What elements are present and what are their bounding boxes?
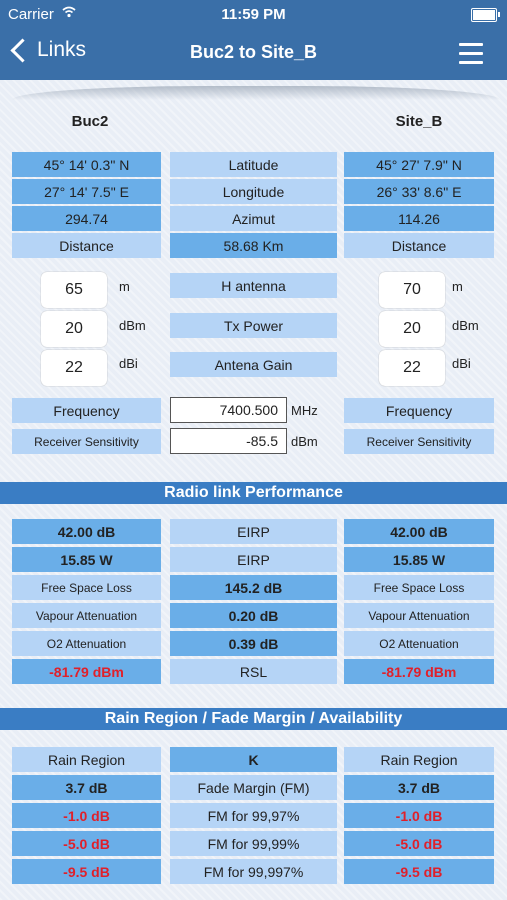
wifi-icon <box>62 6 76 18</box>
frequency-input[interactable]: 7400.500 <box>170 397 287 423</box>
eirp-db-label: EIRP <box>170 519 337 544</box>
left-distance-label: Distance <box>12 233 161 258</box>
longitude-label: Longitude <box>170 179 337 204</box>
right-free-space-loss-label: Free Space Loss <box>344 575 494 600</box>
left-o2-attenuation-label: O2 Attenuation <box>12 631 161 656</box>
right-fm-9997-value: -1.0 dB <box>344 803 494 828</box>
right-o2-attenuation-label: O2 Attenuation <box>344 631 494 656</box>
left-fm-9997-value: -1.0 dB <box>12 803 161 828</box>
fm-9997-label: FM for 99,97% <box>170 803 337 828</box>
left-tx-power-input[interactable]: 20 <box>41 311 107 347</box>
clock: 11:59 PM <box>221 6 286 23</box>
page-title: Buc2 to Site_B <box>189 42 318 62</box>
back-button[interactable]: Links <box>10 37 87 63</box>
o2-attenuation-value: 0.39 dB <box>170 631 337 656</box>
h-antenna-label: H antenna <box>170 273 337 298</box>
nav-bar: Buc2 to Site_B Links <box>0 28 507 80</box>
left-rain-region-label[interactable]: Rain Region <box>12 747 161 772</box>
right-vapour-attenuation-label: Vapour Attenuation <box>344 603 494 628</box>
eirp-w-label: EIRP <box>170 547 337 572</box>
right-frequency-label: Frequency <box>344 398 494 423</box>
right-longitude[interactable]: 26° 33' 8.6" E <box>344 179 494 204</box>
left-latitude[interactable]: 45° 14' 0.3" N <box>12 152 161 177</box>
fm-9999-label: FM for 99,99% <box>170 831 337 856</box>
receiver-sensitivity-unit: dBm <box>291 434 318 449</box>
right-tx-power-unit: dBm <box>452 318 479 333</box>
azimut-label: Azimut <box>170 206 337 231</box>
right-tx-power-input[interactable]: 20 <box>379 311 445 347</box>
frequency-unit: MHz <box>291 403 318 418</box>
right-antenna-gain-input[interactable]: 22 <box>379 350 445 386</box>
right-eirp-db: 42.00 dB <box>344 519 494 544</box>
back-label: Links <box>37 38 87 61</box>
k-value: K <box>170 747 337 772</box>
header-shadow <box>12 86 500 100</box>
left-vapour-attenuation-label: Vapour Attenuation <box>12 603 161 628</box>
left-free-space-loss-label: Free Space Loss <box>12 575 161 600</box>
left-antenna-gain-unit: dBi <box>119 356 138 371</box>
fm-99997-label: FM for 99,997% <box>170 859 337 884</box>
receiver-sensitivity-input[interactable]: -85.5 <box>170 428 287 454</box>
left-antenna-gain-input[interactable]: 22 <box>41 350 107 386</box>
right-h-antenna-input[interactable]: 70 <box>379 272 445 308</box>
site-left-name: Buc2 <box>71 113 109 130</box>
tx-power-label: Tx Power <box>170 313 337 338</box>
vapour-attenuation-value: 0.20 dB <box>170 603 337 628</box>
site-right-name: Site_B <box>395 113 443 130</box>
left-azimut: 294.74 <box>12 206 161 231</box>
rsl-label: RSL <box>170 659 337 684</box>
menu-icon[interactable] <box>459 43 483 70</box>
left-fm-99997-value: -9.5 dB <box>12 859 161 884</box>
left-h-antenna-input[interactable]: 65 <box>41 272 107 308</box>
radio-link-performance-header: Radio link Performance <box>0 482 507 504</box>
fade-margin-label: Fade Margin (FM) <box>170 775 337 800</box>
left-h-antenna-unit: m <box>119 279 130 294</box>
antenna-gain-label: Antena Gain <box>170 352 337 377</box>
right-rsl-value: -81.79 dBm <box>344 659 494 684</box>
right-fm-9999-value: -5.0 dB <box>344 831 494 856</box>
left-fade-margin-value: 3.7 dB <box>12 775 161 800</box>
right-fade-margin-value: 3.7 dB <box>344 775 494 800</box>
right-antenna-gain-unit: dBi <box>452 356 471 371</box>
status-bar: Carrier 11:59 PM <box>0 0 507 28</box>
carrier-label: Carrier <box>8 6 54 23</box>
left-fm-9999-value: -5.0 dB <box>12 831 161 856</box>
distance-value: 58.68 Km <box>170 233 337 258</box>
free-space-loss-value: 145.2 dB <box>170 575 337 600</box>
right-receiver-sensitivity-label: Receiver Sensitivity <box>344 429 494 454</box>
battery-icon <box>471 8 500 22</box>
left-eirp-db: 42.00 dB <box>12 519 161 544</box>
latitude-label: Latitude <box>170 152 337 177</box>
left-frequency-label: Frequency <box>12 398 161 423</box>
left-rsl-value: -81.79 dBm <box>12 659 161 684</box>
left-receiver-sensitivity-label: Receiver Sensitivity <box>12 429 161 454</box>
right-rain-region-label[interactable]: Rain Region <box>344 747 494 772</box>
right-eirp-w: 15.85 W <box>344 547 494 572</box>
right-azimut: 114.26 <box>344 206 494 231</box>
left-tx-power-unit: dBm <box>119 318 146 333</box>
right-h-antenna-unit: m <box>452 279 463 294</box>
right-distance-label: Distance <box>344 233 494 258</box>
left-longitude[interactable]: 27° 14' 7.5" E <box>12 179 161 204</box>
right-fm-99997-value: -9.5 dB <box>344 859 494 884</box>
rain-region-header: Rain Region / Fade Margin / Availability <box>0 708 507 730</box>
right-latitude[interactable]: 45° 27' 7.9" N <box>344 152 494 177</box>
left-eirp-w: 15.85 W <box>12 547 161 572</box>
chevron-left-icon <box>10 37 35 63</box>
